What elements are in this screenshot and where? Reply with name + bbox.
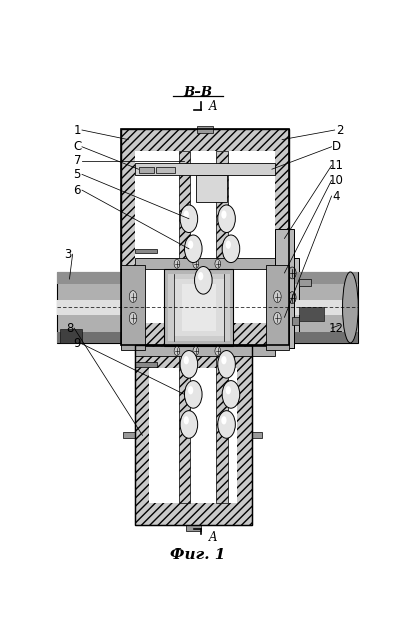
Bar: [275, 228, 294, 348]
Bar: [292, 317, 298, 324]
Bar: [135, 163, 275, 175]
Circle shape: [226, 241, 231, 249]
Bar: [182, 284, 216, 331]
Bar: [135, 259, 275, 269]
Text: Фиг. 1: Фиг. 1: [171, 548, 226, 562]
Bar: [135, 346, 275, 356]
Bar: [156, 167, 175, 173]
Bar: [179, 150, 190, 269]
Text: C: C: [73, 140, 81, 153]
Circle shape: [183, 356, 189, 364]
Bar: [216, 150, 228, 269]
Circle shape: [193, 259, 198, 268]
Bar: [168, 274, 230, 340]
Circle shape: [174, 259, 180, 268]
Bar: [57, 300, 135, 314]
Text: 9: 9: [74, 337, 81, 350]
Text: 4: 4: [333, 189, 340, 202]
Bar: [275, 332, 358, 343]
Bar: [149, 367, 237, 503]
Bar: [135, 248, 157, 253]
Text: 12: 12: [329, 322, 344, 335]
Circle shape: [129, 291, 137, 303]
Circle shape: [221, 416, 226, 424]
Circle shape: [221, 211, 226, 219]
Circle shape: [274, 312, 281, 324]
Bar: [298, 307, 324, 321]
Bar: [252, 433, 262, 438]
Bar: [164, 269, 233, 346]
Text: 3: 3: [64, 248, 72, 260]
Bar: [185, 525, 201, 531]
Circle shape: [180, 351, 198, 378]
Text: 2: 2: [336, 124, 343, 136]
Bar: [60, 330, 82, 343]
Circle shape: [180, 205, 198, 232]
Circle shape: [274, 291, 281, 303]
Circle shape: [222, 381, 240, 408]
Circle shape: [183, 211, 189, 219]
Bar: [174, 279, 224, 336]
Bar: [135, 346, 252, 525]
Bar: [57, 272, 135, 284]
Bar: [121, 129, 289, 346]
Bar: [275, 272, 358, 284]
Text: 10: 10: [329, 174, 344, 187]
Circle shape: [218, 205, 235, 232]
Bar: [275, 243, 286, 347]
Circle shape: [218, 411, 235, 438]
Circle shape: [188, 241, 193, 249]
Bar: [266, 265, 289, 350]
Circle shape: [180, 411, 198, 438]
Bar: [121, 265, 145, 350]
Circle shape: [215, 259, 221, 268]
Circle shape: [174, 347, 180, 355]
Circle shape: [183, 416, 189, 424]
Bar: [275, 300, 358, 314]
Circle shape: [288, 267, 296, 279]
Circle shape: [215, 347, 221, 355]
Circle shape: [185, 381, 202, 408]
Bar: [286, 258, 298, 337]
Bar: [121, 129, 289, 346]
Ellipse shape: [343, 272, 358, 343]
Bar: [139, 167, 154, 173]
Circle shape: [288, 292, 296, 303]
Bar: [179, 346, 190, 503]
Circle shape: [221, 356, 226, 364]
Text: 8: 8: [66, 322, 73, 335]
Text: В–В: В–В: [183, 86, 213, 99]
Text: D: D: [332, 140, 341, 153]
Text: A: A: [209, 531, 217, 544]
Circle shape: [226, 386, 231, 394]
Circle shape: [188, 386, 193, 394]
Bar: [135, 362, 157, 367]
Circle shape: [198, 272, 203, 280]
Text: 7: 7: [74, 154, 81, 167]
Bar: [197, 126, 213, 134]
Circle shape: [194, 266, 212, 294]
Circle shape: [129, 312, 137, 324]
Circle shape: [185, 235, 202, 262]
Bar: [123, 433, 135, 438]
Bar: [57, 332, 135, 343]
Text: 11: 11: [329, 159, 344, 172]
Text: 1: 1: [74, 124, 81, 136]
Text: 6: 6: [74, 184, 81, 196]
Bar: [57, 272, 135, 343]
Bar: [216, 346, 228, 503]
Bar: [135, 150, 275, 323]
Bar: [298, 279, 311, 286]
Bar: [275, 272, 358, 343]
Text: 5: 5: [74, 168, 81, 181]
Bar: [135, 346, 252, 525]
Circle shape: [193, 347, 198, 355]
Text: A: A: [209, 100, 217, 113]
Bar: [196, 175, 227, 202]
Circle shape: [218, 351, 235, 378]
Circle shape: [222, 235, 240, 262]
